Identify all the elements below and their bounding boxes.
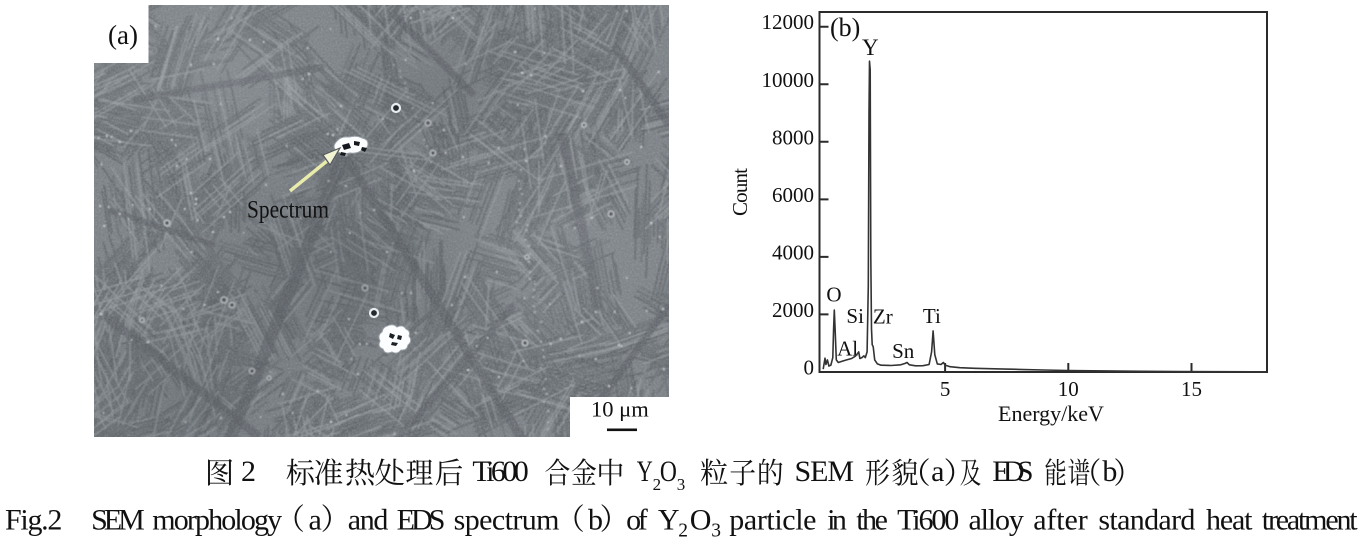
svg-text:b: b [588,503,603,536]
svg-text:(b): (b) [830,13,860,42]
svg-text:4000: 4000 [772,240,814,264]
svg-text:b: b [1102,455,1117,488]
svg-text:10000: 10000 [762,68,815,92]
svg-text:Spectrum: Spectrum [247,197,329,224]
svg-text:(a): (a) [108,20,138,50]
svg-text:Ti600: Ti600 [472,455,528,488]
svg-text:Zr: Zr [873,305,893,329]
svg-text:Al: Al [837,337,858,361]
svg-text:SEM: SEM [795,455,855,488]
svg-text:Si: Si [846,304,864,328]
svg-text:O: O [660,455,677,488]
svg-text:heat: heat [1206,503,1253,536]
svg-text:the: the [856,503,888,536]
svg-text:Energy/keV: Energy/keV [998,401,1104,426]
svg-text:2: 2 [653,475,662,494]
svg-text:5: 5 [940,377,951,401]
svg-text:3: 3 [677,475,686,494]
svg-text:8000: 8000 [772,125,814,149]
svg-text:O: O [690,503,712,536]
svg-text:2: 2 [678,521,688,542]
svg-text:Y: Y [637,455,653,488]
svg-text:particle: particle [729,503,816,536]
svg-text:a: a [931,455,944,488]
svg-text:morphology: morphology [152,503,282,536]
svg-text:O: O [826,283,841,307]
svg-text:EDS: EDS [397,503,446,536]
svg-text:SEM: SEM [91,503,145,536]
svg-text:treatment: treatment [1262,503,1358,536]
svg-text:in: in [827,503,847,536]
svg-text:Count: Count [728,168,752,216]
svg-text:after: after [1033,503,1088,536]
svg-text:Ti600: Ti600 [897,503,959,536]
svg-text:Y: Y [658,503,680,536]
svg-text:Sn: Sn [892,339,915,363]
svg-text:EDS: EDS [992,455,1033,488]
svg-text:Y: Y [862,35,879,60]
svg-text:3: 3 [711,521,721,542]
svg-text:standard: standard [1098,503,1195,536]
svg-text:of: of [626,503,648,536]
svg-text:and: and [348,503,389,536]
svg-text:2: 2 [241,455,256,488]
svg-text:alloy: alloy [969,503,1024,536]
svg-text:6000: 6000 [772,183,814,207]
svg-text:0: 0 [804,356,815,380]
svg-text:Fig.2: Fig.2 [5,503,62,536]
svg-text:a: a [309,503,322,536]
svg-text:12000: 12000 [762,10,815,34]
svg-text:2000: 2000 [772,298,814,322]
svg-text:Ti: Ti [923,304,941,328]
svg-text:10 μm: 10 μm [591,397,649,422]
svg-text:10: 10 [1058,377,1079,401]
svg-text:15: 15 [1181,377,1202,401]
svg-text:spectrum: spectrum [454,503,560,536]
